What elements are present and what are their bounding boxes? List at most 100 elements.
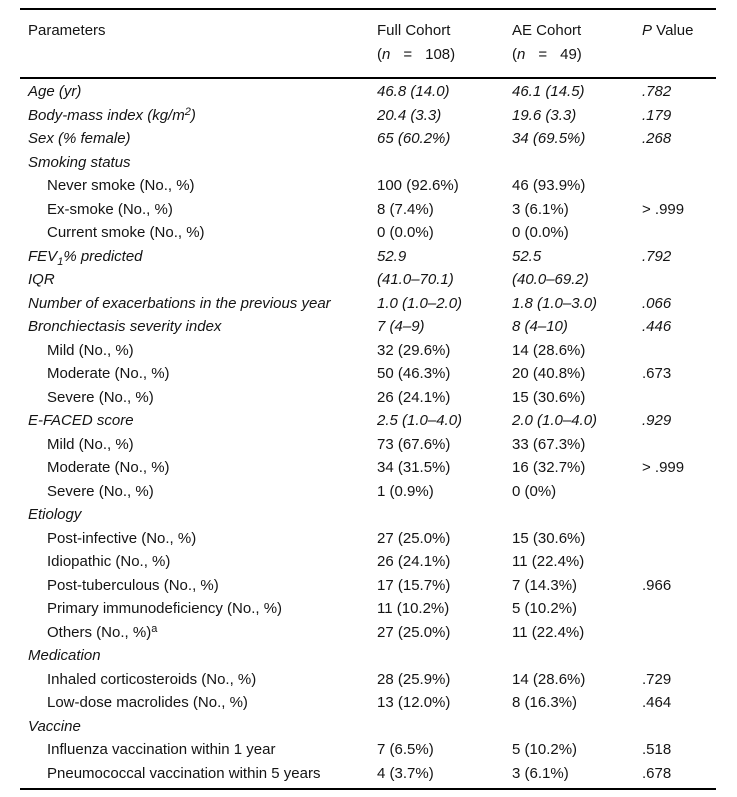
row-label: Age (yr) [28,83,82,101]
ae-cohort-value: 0 (0%) [512,482,557,500]
p-value: .729 [642,670,672,688]
table-row: Primary immunodeficiency (No., %) 11 (10… [20,597,716,621]
ae-cohort-title: AE Cohort [512,22,582,39]
full-cohort-value: 20.4 (3.3) [377,106,442,124]
full-cohort-title: Full Cohort [377,22,451,39]
p-value: .446 [642,318,672,336]
full-cohort-value: 4 (3.7%) [377,764,434,782]
row-label: Others (No., %)a [47,622,158,641]
row-label: Number of exacerbations in the previous … [28,294,331,312]
p-value: .678 [642,764,672,782]
row-label: Ex-smoke (No., %) [47,200,173,218]
row-label: Pneumococcal vaccination within 5 years [47,764,321,782]
ae-cohort-value: 34 (69.5%) [512,130,586,148]
table-row: Ex-smoke (No., %) 8 (7.4%) 3 (6.1%) > .9… [20,198,716,222]
ae-cohort-value: (40.0–69.2) [512,271,589,289]
full-cohort-value: 34 (31.5%) [377,459,451,477]
p-value: > .999 [642,200,685,218]
full-cohort-value: 73 (67.6%) [377,435,451,453]
ae-cohort-value: 46 (93.9%) [512,177,586,195]
full-cohort-value: 100 (92.6%) [377,177,459,195]
row-label: Primary immunodeficiency (No., %) [47,600,283,618]
table-body: Age (yr) 46.8 (14.0) 46.1 (14.5) .782 Bo… [20,79,716,788]
ae-cohort-value: 0 (0.0%) [512,224,569,242]
table-row: Severe (No., %) 1 (0.9%) 0 (0%) [20,480,716,504]
table-row: Medication [20,644,716,668]
cohort-characteristics-table: Parameters Full Cohort (n = 108) AE Cohort… [20,8,716,790]
table-row: Post-infective (No., %) 27 (25.0%) 15 (3… [20,527,716,551]
row-label: Medication [28,647,101,665]
ae-cohort-value: 3 (6.1%) [512,200,569,218]
row-label: Body-mass index (kg/m2) [28,105,196,124]
p-value: .792 [642,247,672,265]
column-header-ae-cohort: AE Cohort (n = 49) [512,19,642,67]
ae-cohort-value: 46.1 (14.5) [512,83,585,101]
full-cohort-n: (n = 108) [377,46,456,63]
table-row: Moderate (No., %) 50 (46.3%) 20 (40.8%) … [20,362,716,386]
row-label: Mild (No., %) [47,435,134,453]
p-value: .966 [642,576,672,594]
full-cohort-value: 1.0 (1.0–2.0) [377,294,463,312]
row-label: Inhaled corticosteroids (No., %) [47,670,257,688]
ae-cohort-value: 33 (67.3%) [512,435,586,453]
row-label: Idiopathic (No., %) [47,553,171,571]
ae-cohort-value: 8 (16.3%) [512,694,578,712]
table-row: Never smoke (No., %) 100 (92.6%) 46 (93.… [20,174,716,198]
full-cohort-value: 17 (15.7%) [377,576,451,594]
full-cohort-value: 7 (4–9) [377,318,425,336]
table-row: Mild (No., %) 73 (67.6%) 33 (67.3%) [20,433,716,457]
ae-cohort-value: 1.8 (1.0–3.0) [512,294,598,312]
p-value: .929 [642,412,672,430]
table-row: Sex (% female) 65 (60.2%) 34 (69.5%) .26… [20,127,716,151]
full-cohort-value: 8 (7.4%) [377,200,434,218]
full-cohort-value: 11 (10.2%) [377,600,450,618]
row-label: Never smoke (No., %) [47,177,195,195]
table-row: Vaccine [20,715,716,739]
full-cohort-value: 32 (29.6%) [377,341,451,359]
p-value: .782 [642,83,672,101]
row-label: Mild (No., %) [47,341,134,359]
table-row: Bronchiectasis severity index 7 (4–9) 8 … [20,315,716,339]
table-row: Low-dose macrolides (No., %) 13 (12.0%) … [20,691,716,715]
full-cohort-value: 28 (25.9%) [377,670,451,688]
table-row: Post-tuberculous (No., %) 17 (15.7%) 7 (… [20,574,716,598]
p-value: .518 [642,741,672,759]
ae-cohort-value: 2.0 (1.0–4.0) [512,412,598,430]
p-value: > .999 [642,459,685,477]
row-label: Post-infective (No., %) [47,529,197,547]
ae-cohort-value: 15 (30.6%) [512,529,586,547]
full-cohort-value: 1 (0.9%) [377,482,434,500]
p-value: .179 [642,106,672,124]
ae-cohort-value: 3 (6.1%) [512,764,569,782]
table-row: Moderate (No., %) 34 (31.5%) 16 (32.7%) … [20,456,716,480]
ae-cohort-value: 52.5 [512,247,542,265]
ae-cohort-value: 14 (28.6%) [512,670,586,688]
ae-cohort-value: 11 (22.4%) [512,623,585,641]
p-value: .066 [642,294,672,312]
row-label: Severe (No., %) [47,388,154,406]
p-value: .268 [642,130,672,148]
row-label: Vaccine [28,717,81,735]
table-header: Parameters Full Cohort (n = 108) AE Cohort… [20,10,716,79]
table-row: Current smoke (No., %) 0 (0.0%) 0 (0.0%) [20,221,716,245]
row-label: Sex (% female) [28,130,131,148]
full-cohort-value: 46.8 (14.0) [377,83,450,101]
table-row: Mild (No., %) 32 (29.6%) 14 (28.6%) [20,339,716,363]
ae-cohort-value: 8 (4–10) [512,318,568,336]
full-cohort-value: 26 (24.1%) [377,553,451,571]
table-row: Smoking status [20,151,716,175]
row-label: Smoking status [28,153,131,171]
table-row: Severe (No., %) 26 (24.1%) 15 (30.6%) [20,386,716,410]
row-label: Influenza vaccination within 1 year [47,741,276,759]
ae-cohort-value: 5 (10.2%) [512,741,578,759]
table-row: Number of exacerbations in the previous … [20,292,716,316]
table-row: IQR (41.0–70.1) (40.0–69.2) [20,268,716,292]
p-value: .464 [642,694,672,712]
column-header-full-cohort: Full Cohort (n = 108) [377,19,512,67]
row-label: Post-tuberculous (No., %) [47,576,219,594]
full-cohort-value: 13 (12.0%) [377,694,451,712]
row-label: Bronchiectasis severity index [28,318,222,336]
full-cohort-value: 65 (60.2%) [377,130,451,148]
table-row: E-FACED score 2.5 (1.0–4.0) 2.0 (1.0–4.0… [20,409,716,433]
